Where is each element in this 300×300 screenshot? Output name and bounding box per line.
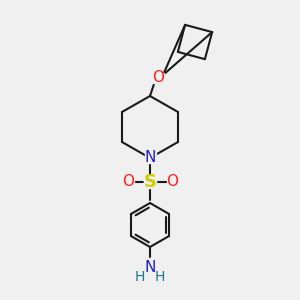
Text: O: O (152, 70, 164, 86)
Text: N: N (144, 151, 156, 166)
Text: H: H (155, 270, 165, 284)
Text: O: O (122, 175, 134, 190)
Bar (152, 73, 164, 83)
Text: H: H (135, 270, 145, 284)
Bar (145, 153, 155, 163)
Text: N: N (144, 260, 156, 274)
Bar (122, 177, 134, 187)
Text: O: O (166, 175, 178, 190)
Bar (144, 176, 156, 188)
Text: S: S (143, 173, 157, 191)
Bar (167, 177, 178, 187)
Bar (142, 261, 158, 273)
